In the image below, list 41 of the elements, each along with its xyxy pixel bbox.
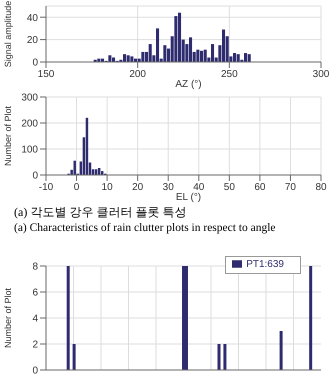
x-axis-title: AZ (°): [175, 79, 202, 90]
x-tick-label: 10: [102, 182, 114, 194]
bar: [223, 344, 226, 370]
y-tick-label: 20: [26, 35, 38, 46]
bar: [72, 344, 76, 370]
x-tick-label: -10: [38, 182, 54, 194]
bar: [280, 331, 283, 370]
text: (a) 각도별 강우 클러터 플롯 특성: [13, 204, 188, 220]
legend-label: PT1:639: [246, 259, 284, 270]
x-axis-title: EL (°): [176, 192, 202, 203]
y-tick-label: 4: [32, 314, 38, 325]
x-tick-label: 150: [38, 69, 55, 80]
x-tick-label: 20: [132, 182, 144, 194]
x-tick-label: 30: [162, 182, 174, 194]
y-tick-label: 200: [21, 118, 38, 130]
y-axis-title: Number of Plot: [3, 287, 14, 348]
x-tick-label: 250: [220, 69, 238, 80]
y-tick-label: 300: [21, 92, 38, 104]
bar: [309, 266, 312, 370]
x-tick-label: 200: [129, 69, 146, 80]
text: (a) Characteristics of rain clutter plots in respect to angle: [13, 221, 277, 236]
x-tick-label: 50: [224, 182, 236, 194]
y-axis-title: Signal amplitude: [3, 0, 14, 68]
bar: [184, 266, 188, 370]
y-tick-label: 0: [32, 366, 38, 377]
y-tick-label: 0: [32, 170, 38, 182]
y-tick-label: 0: [32, 58, 38, 69]
y-tick-label: 100: [21, 144, 38, 156]
x-tick-label: 70: [284, 182, 296, 194]
x-tick-label: 80: [315, 182, 327, 194]
x-tick-label: 0: [74, 182, 80, 194]
x-tick-label: 300: [312, 69, 330, 80]
y-tick-label: 2: [32, 340, 38, 351]
bar: [66, 266, 70, 370]
x-tick-label: 60: [254, 182, 266, 194]
bar: [218, 344, 221, 370]
x-tick-label: 40: [193, 182, 205, 194]
y-tick-label: 8: [32, 262, 38, 273]
y-tick-label: 6: [32, 288, 38, 299]
y-tick-label: 40: [26, 12, 38, 24]
y-axis-title: Number of Plot: [3, 105, 14, 166]
